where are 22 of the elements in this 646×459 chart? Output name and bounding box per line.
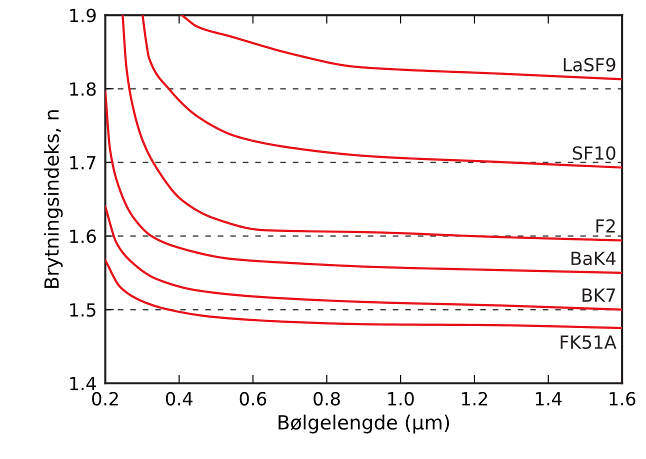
- x-tick-label: 1.0: [388, 392, 414, 406]
- x-tick-label: 1.2: [462, 392, 487, 406]
- series-label: BK7: [582, 288, 615, 302]
- series-label: LaSF9: [564, 58, 616, 72]
- series-label: F2: [596, 219, 615, 233]
- y-tick-label: 1.5: [70, 303, 96, 317]
- y-tick-label: 1.6: [70, 229, 96, 244]
- series-label: FK51A: [560, 336, 616, 349]
- x-tick-label: 0.4: [166, 392, 192, 406]
- y-tick-label: 1.8: [70, 82, 96, 96]
- series-label: SF10: [572, 146, 616, 160]
- x-tick-label: 1.6: [610, 392, 636, 406]
- x-tick-label: 0.6: [240, 392, 266, 406]
- y-tick-label: 1.9: [70, 8, 96, 22]
- x-tick-label: 0.2: [92, 392, 118, 406]
- y-tick-label: 1.7: [70, 156, 96, 170]
- y-axis-title: Brytningsindeks, n: [44, 110, 63, 288]
- x-tick-label: 1.4: [536, 392, 562, 406]
- x-tick-label: 0.8: [314, 392, 340, 406]
- y-tick-label: 1.4: [70, 376, 96, 390]
- series-label: BaK4: [572, 252, 616, 266]
- x-axis-title: Bølgelengde (μm): [278, 414, 449, 434]
